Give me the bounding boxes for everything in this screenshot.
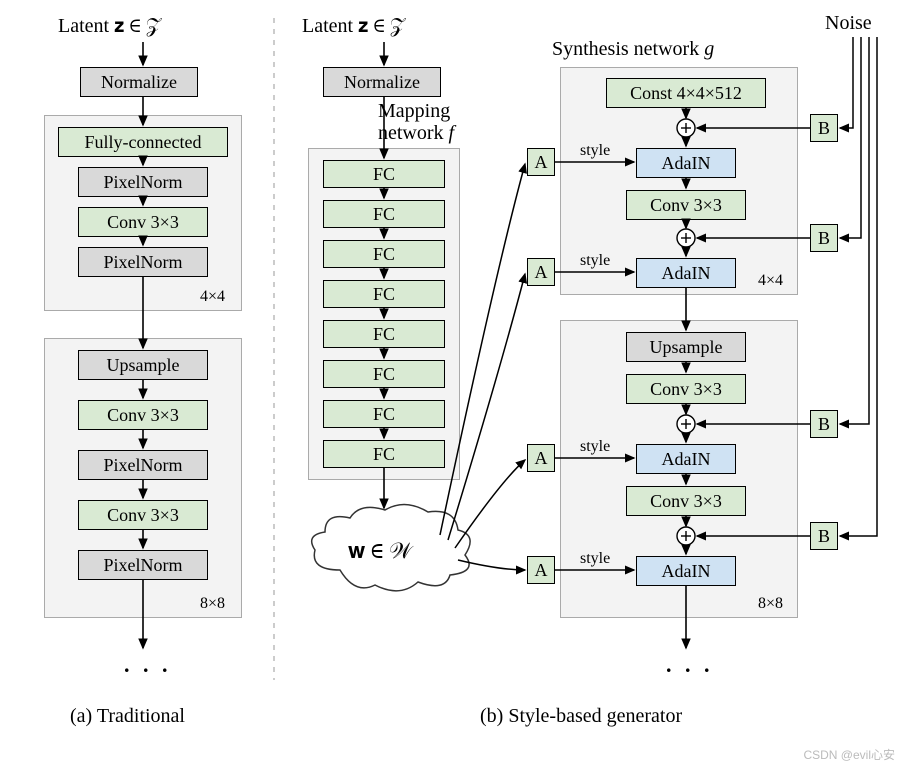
a-box-3: A [527,444,555,472]
upsample-b2: Upsample [626,332,746,362]
adain-b2-1: AdaIN [636,444,736,474]
left-b1-item1: PixelNorm [78,167,208,197]
fc-6: FC [323,400,445,428]
fc-5: FC [323,360,445,388]
a-box-1: A [527,148,555,176]
const-box: Const 4×4×512 [606,78,766,108]
left-b2-item3: Conv 3×3 [78,500,208,530]
left-b1-item0: Fully-connected [58,127,228,157]
left-b1-item3: PixelNorm [78,247,208,277]
fc-3: FC [323,280,445,308]
style-1: style [580,142,610,160]
style-4: style [580,550,610,568]
mapping-label2: network f [378,122,454,145]
left-caption: (a) Traditional [70,705,185,728]
b-box-3: B [810,410,838,438]
w-label: 𝐰 ∈ 𝒲 [348,538,412,564]
fc-1: FC [323,200,445,228]
conv-b2-2: Conv 3×3 [626,486,746,516]
b-box-1: B [810,114,838,142]
latent-right-label: Latent 𝐳 ∈ 𝒵 [302,15,405,38]
style-3: style [580,438,610,456]
diagram-root: Latent 𝐳 ∈ 𝒵 Normalize Fully-connected P… [0,0,901,767]
adain-b2-2: AdaIN [636,556,736,586]
left-b1-size: 4×4 [200,288,225,306]
left-b1-item2: Conv 3×3 [78,207,208,237]
conv-b2-1: Conv 3×3 [626,374,746,404]
right-caption: (b) Style-based generator [480,705,682,728]
a-box-4: A [527,556,555,584]
left-b2-item0: Upsample [78,350,208,380]
fc-2: FC [323,240,445,268]
right-dots: . . . [666,652,714,678]
conv-b1: Conv 3×3 [626,190,746,220]
b-box-2: B [810,224,838,252]
adain-b1-2: AdaIN [636,258,736,288]
synth-label: Synthesis network g [552,38,714,61]
a-box-2: A [527,258,555,286]
adain-b1-1: AdaIN [636,148,736,178]
left-dots: . . . [124,652,172,678]
normalize-left: Normalize [80,67,198,97]
normalize-right: Normalize [323,67,441,97]
synth-b1-size: 4×4 [758,272,783,290]
style-2: style [580,252,610,270]
left-b2-item4: PixelNorm [78,550,208,580]
b-box-4: B [810,522,838,550]
noise-label: Noise [825,12,872,35]
fc-7: FC [323,440,445,468]
fc-4: FC [323,320,445,348]
left-b2-size: 8×8 [200,595,225,613]
latent-left-label: Latent 𝐳 ∈ 𝒵 [58,15,161,38]
left-b2-item2: PixelNorm [78,450,208,480]
synth-b2-size: 8×8 [758,595,783,613]
left-b2-item1: Conv 3×3 [78,400,208,430]
watermark: CSDN @evil心安 [803,746,895,763]
fc-0: FC [323,160,445,188]
mapping-panel [308,148,460,480]
mapping-label1: Mapping [378,100,450,123]
